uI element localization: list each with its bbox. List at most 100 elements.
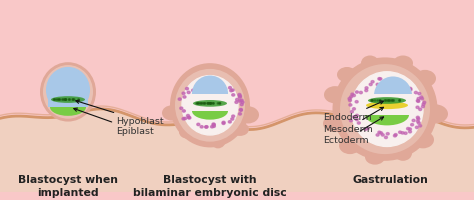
Ellipse shape [361, 56, 379, 71]
Ellipse shape [56, 99, 57, 101]
Ellipse shape [337, 68, 357, 83]
Ellipse shape [237, 107, 259, 124]
Ellipse shape [54, 99, 55, 101]
Ellipse shape [207, 103, 209, 105]
Ellipse shape [235, 102, 238, 104]
Ellipse shape [188, 117, 191, 119]
Ellipse shape [353, 75, 421, 144]
Ellipse shape [399, 100, 401, 102]
Ellipse shape [369, 84, 372, 86]
Ellipse shape [366, 102, 408, 110]
Ellipse shape [198, 86, 201, 88]
Ellipse shape [210, 103, 211, 105]
Text: Blastocyst when
implanted: Blastocyst when implanted [18, 174, 118, 197]
Ellipse shape [231, 89, 234, 92]
Ellipse shape [417, 118, 420, 120]
Ellipse shape [412, 120, 415, 122]
Ellipse shape [407, 128, 410, 130]
Ellipse shape [238, 100, 241, 103]
Ellipse shape [416, 100, 419, 102]
Ellipse shape [381, 134, 384, 136]
Text: Endoderm: Endoderm [323, 101, 383, 122]
Ellipse shape [238, 94, 241, 96]
Ellipse shape [422, 104, 425, 106]
Text: Mesoderm: Mesoderm [323, 108, 383, 133]
Ellipse shape [388, 100, 390, 102]
Ellipse shape [65, 99, 66, 101]
Ellipse shape [204, 103, 205, 105]
Ellipse shape [40, 63, 96, 122]
Ellipse shape [208, 103, 209, 105]
Ellipse shape [182, 110, 185, 113]
Ellipse shape [405, 88, 409, 91]
Ellipse shape [182, 93, 185, 95]
Ellipse shape [222, 122, 225, 124]
Ellipse shape [348, 100, 351, 102]
Ellipse shape [417, 98, 420, 100]
Ellipse shape [204, 103, 206, 105]
Ellipse shape [381, 84, 384, 86]
Ellipse shape [203, 103, 204, 105]
Ellipse shape [353, 108, 356, 110]
Ellipse shape [380, 132, 383, 135]
Ellipse shape [57, 99, 59, 101]
Ellipse shape [357, 122, 360, 125]
Ellipse shape [394, 134, 397, 136]
Ellipse shape [240, 100, 243, 102]
Ellipse shape [423, 102, 426, 104]
Ellipse shape [72, 99, 73, 101]
Ellipse shape [182, 76, 238, 135]
Ellipse shape [420, 98, 424, 100]
Ellipse shape [180, 108, 183, 110]
Ellipse shape [412, 131, 434, 149]
Ellipse shape [393, 100, 394, 102]
Ellipse shape [228, 121, 231, 123]
Ellipse shape [219, 103, 220, 105]
Ellipse shape [68, 99, 70, 101]
Ellipse shape [212, 124, 215, 126]
Bar [190, 94, 230, 111]
Ellipse shape [232, 94, 235, 97]
Ellipse shape [392, 100, 393, 102]
Ellipse shape [73, 99, 74, 101]
Ellipse shape [213, 103, 214, 105]
Ellipse shape [192, 103, 228, 120]
Ellipse shape [365, 87, 368, 90]
Ellipse shape [365, 90, 368, 92]
Ellipse shape [414, 92, 418, 94]
Ellipse shape [351, 72, 423, 147]
Ellipse shape [410, 124, 414, 126]
Ellipse shape [323, 115, 347, 132]
Ellipse shape [391, 100, 392, 102]
Ellipse shape [386, 133, 389, 135]
Ellipse shape [371, 81, 374, 84]
Ellipse shape [183, 96, 186, 99]
Ellipse shape [376, 84, 379, 86]
Ellipse shape [355, 101, 358, 103]
Ellipse shape [380, 100, 381, 102]
Ellipse shape [178, 98, 181, 101]
Ellipse shape [64, 99, 66, 101]
Ellipse shape [402, 88, 405, 91]
Ellipse shape [375, 78, 411, 114]
Ellipse shape [201, 103, 202, 105]
Text: Blastocyst with
bilaminar embryonic disc: Blastocyst with bilaminar embryonic disc [133, 174, 287, 197]
Ellipse shape [43, 66, 93, 119]
Ellipse shape [230, 90, 233, 92]
Ellipse shape [371, 100, 373, 102]
Ellipse shape [62, 99, 63, 101]
Ellipse shape [219, 103, 221, 105]
Ellipse shape [170, 64, 250, 148]
Ellipse shape [205, 126, 208, 128]
Ellipse shape [175, 70, 245, 142]
Ellipse shape [394, 146, 412, 161]
Ellipse shape [239, 109, 242, 111]
Ellipse shape [197, 85, 201, 87]
Ellipse shape [191, 90, 195, 92]
Ellipse shape [210, 103, 211, 105]
Ellipse shape [340, 65, 430, 154]
Text: Gastrulation: Gastrulation [352, 174, 428, 184]
Ellipse shape [387, 100, 388, 102]
Ellipse shape [208, 103, 209, 105]
Ellipse shape [418, 93, 421, 95]
